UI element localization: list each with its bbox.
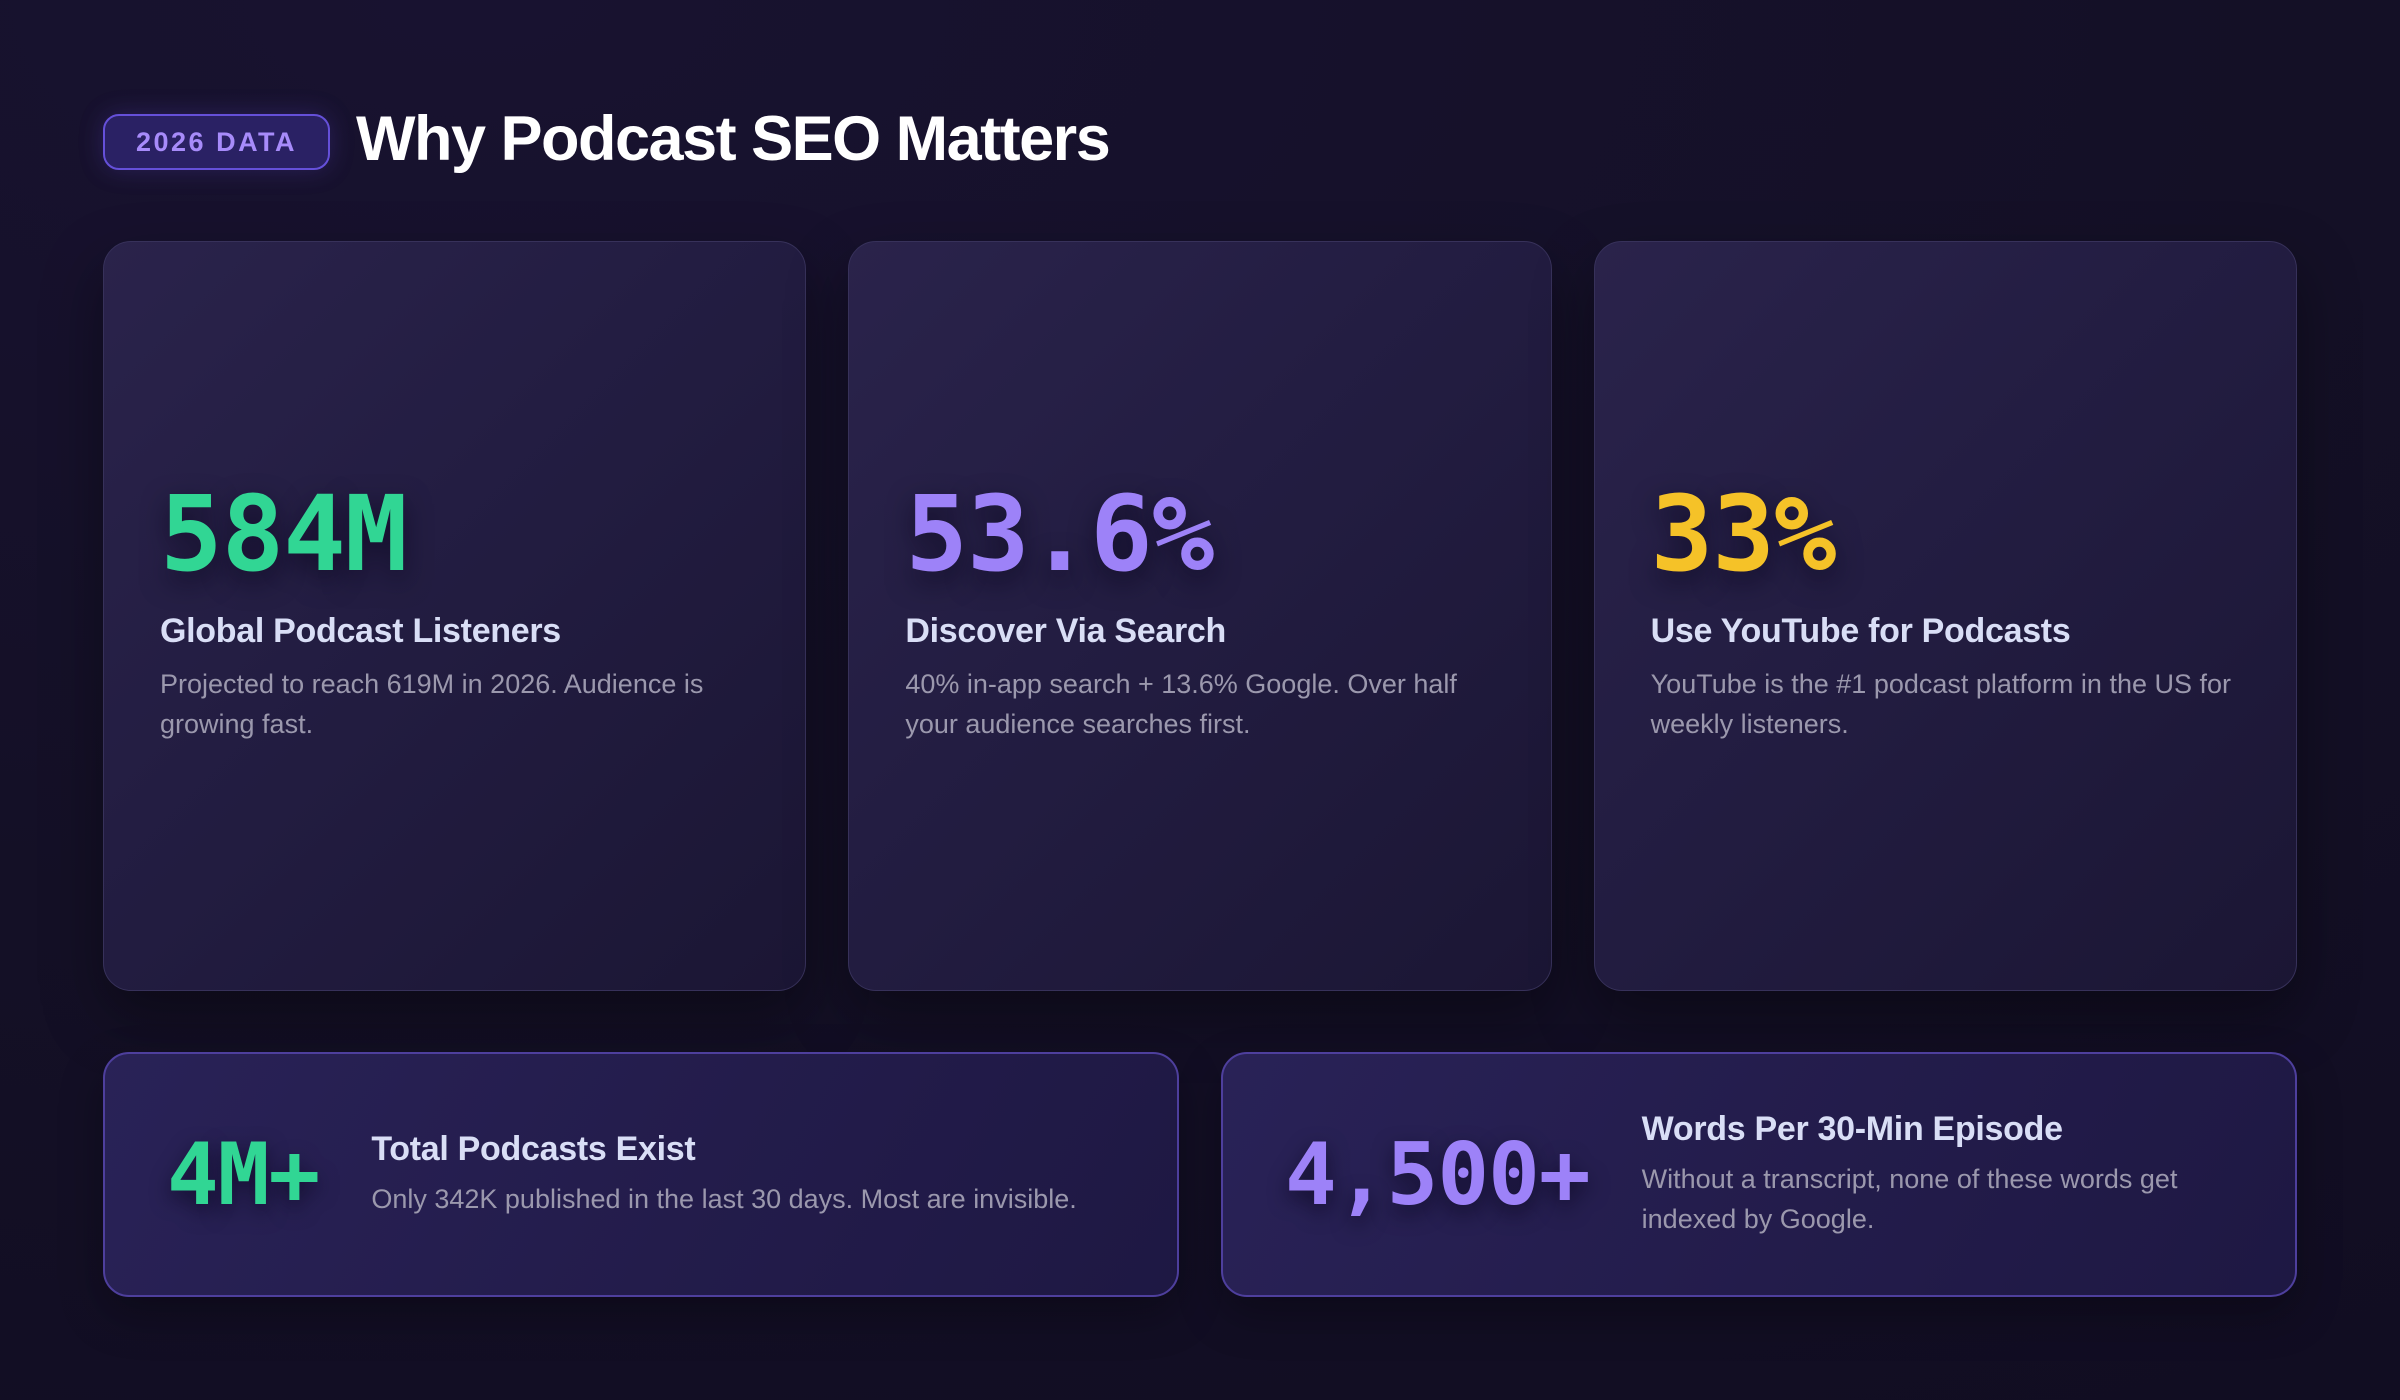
stat-value: 584M bbox=[160, 473, 407, 595]
highlight-text: Words Per 30-Min Episode Without a trans… bbox=[1642, 1110, 2233, 1239]
highlight-value: 4,500+ bbox=[1285, 1124, 1591, 1225]
stat-card-discover-via-search: 53.6% Discover Via Search 40% in-app sea… bbox=[848, 241, 1552, 991]
highlight-row: 4M+ Total Podcasts Exist Only 342K publi… bbox=[103, 1052, 2297, 1297]
stat-card-global-listeners: 584M Global Podcast Listeners Projected … bbox=[103, 241, 807, 991]
page-header: 2026 DATA Why Podcast SEO Matters bbox=[103, 107, 2297, 171]
highlight-value: 4M+ bbox=[167, 1124, 320, 1225]
stat-title: Global Podcast Listeners bbox=[160, 612, 561, 650]
highlight-description: Without a transcript, none of these word… bbox=[1641, 1164, 2178, 1234]
highlight-card-words-per-episode: 4,500+ Words Per 30-Min Episode Without … bbox=[1221, 1052, 2297, 1297]
stat-description: Projected to reach 619M in 2026. Audienc… bbox=[160, 669, 704, 739]
highlight-title: Words Per 30-Min Episode bbox=[1641, 1110, 2063, 1148]
highlight-title: Total Podcasts Exist bbox=[371, 1130, 696, 1168]
highlight-text: Total Podcasts Exist Only 342K published… bbox=[371, 1130, 1076, 1219]
highlight-description: Only 342K published in the last 30 days.… bbox=[371, 1184, 1077, 1214]
stat-title: Discover Via Search bbox=[905, 612, 1226, 650]
stat-description: YouTube is the #1 podcast platform in th… bbox=[1650, 669, 2231, 739]
stat-value: 53.6% bbox=[905, 473, 1214, 595]
year-data-badge: 2026 DATA bbox=[103, 114, 331, 170]
stat-card-youtube-podcasts: 33% Use YouTube for Podcasts YouTube is … bbox=[1593, 241, 2297, 991]
stat-description: 40% in-app search + 13.6% Google. Over h… bbox=[905, 669, 1457, 739]
stat-value: 33% bbox=[1650, 473, 1837, 595]
stat-title: Use YouTube for Podcasts bbox=[1650, 612, 2071, 650]
page-title: Why Podcast SEO Matters bbox=[356, 103, 1111, 174]
highlight-card-total-podcasts: 4M+ Total Podcasts Exist Only 342K publi… bbox=[103, 1052, 1179, 1297]
stats-row: 584M Global Podcast Listeners Projected … bbox=[103, 241, 2297, 991]
